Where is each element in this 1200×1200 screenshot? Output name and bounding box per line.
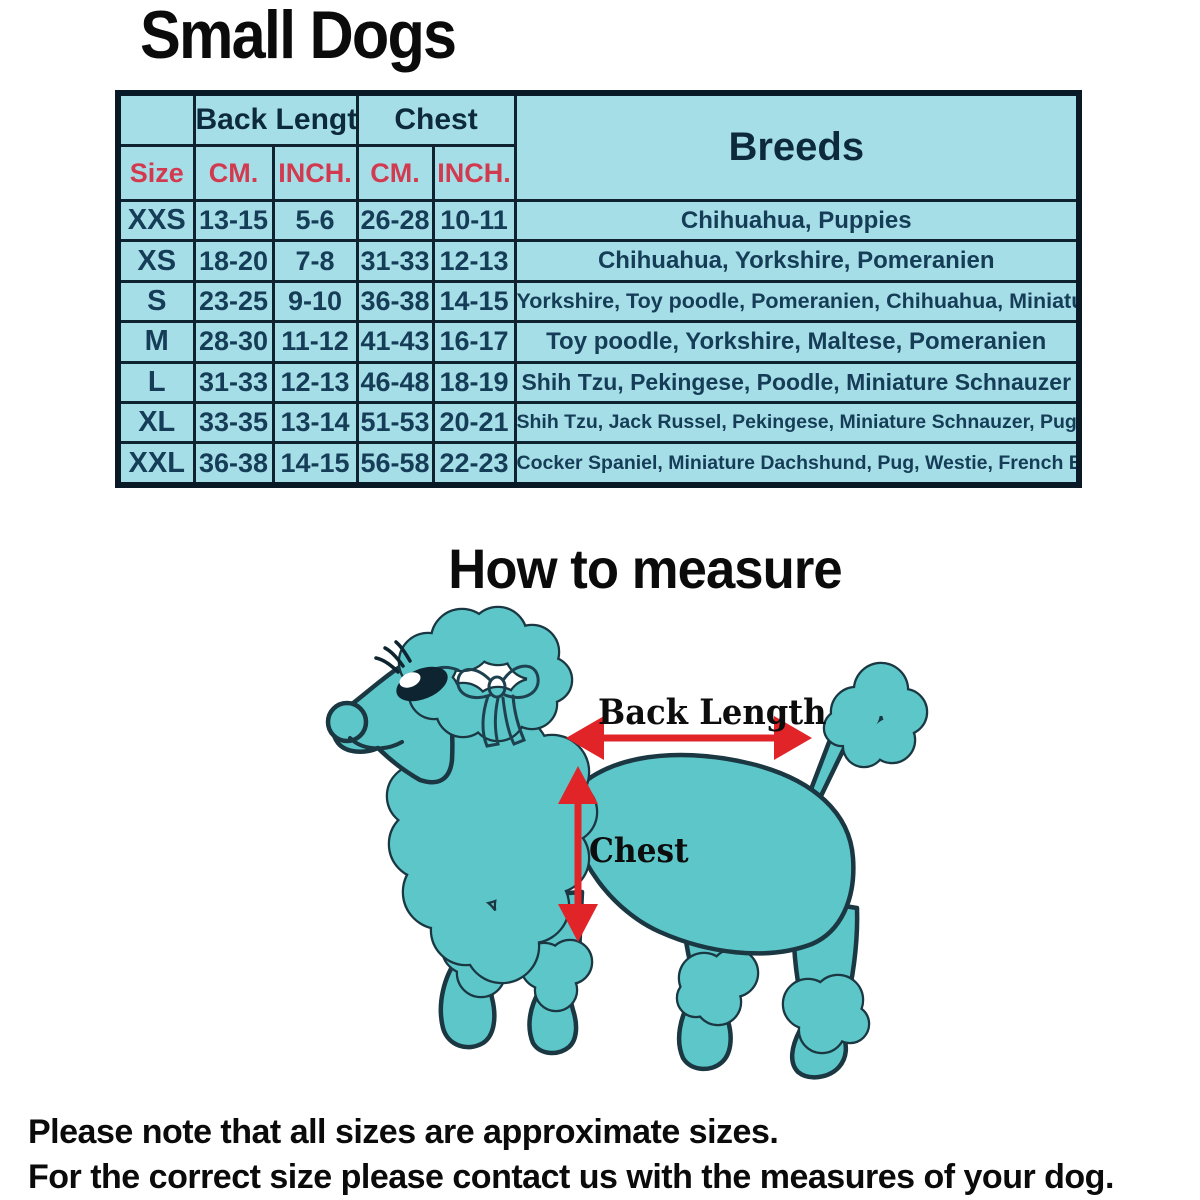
table-row: XXS 13-15 5-6 26-28 10-11 Chihuahua, Puppies	[116, 198, 1081, 243]
measure-cell: 41-43	[355, 320, 435, 364]
back-inch-header: INCH.	[271, 144, 359, 202]
bow-decoration	[456, 664, 540, 748]
size-cell: XXS	[116, 198, 196, 243]
back-cm-header: CM.	[192, 144, 275, 202]
table-row: XL 33-35 13-14 51-53 20-21 Shih Tzu, Jack Rus…	[116, 400, 1081, 445]
measure-cell: 13-15	[192, 198, 275, 243]
measure-cell: 31-33	[192, 360, 275, 404]
breeds-cell: Shih Tzu, Pekingese, Poodle, Miniature S…	[513, 360, 1081, 404]
measure-cell: 10-11	[431, 198, 517, 243]
breeds-cell: Toy poodle, Yorkshire, Maltese, Pomerani…	[513, 320, 1081, 364]
measure-cell: 46-48	[355, 360, 435, 404]
breeds-cell: Shih Tzu, Jack Russel, Pekingese, Miniat…	[513, 400, 1081, 445]
chest-group-header: Chest	[355, 91, 517, 147]
size-cell: XXL	[116, 441, 196, 487]
measure-cell: 26-28	[355, 198, 435, 243]
measure-cell: 56-58	[355, 441, 435, 487]
poodle-eye	[374, 640, 448, 702]
note-line-1: Please note that all sizes are approxima…	[28, 1113, 779, 1151]
measure-cell: 16-17	[431, 320, 517, 364]
measure-cell: 9-10	[271, 279, 359, 324]
measure-cell: 7-8	[271, 239, 359, 283]
measure-cell: 28-30	[192, 320, 275, 364]
measure-cell: 36-38	[192, 441, 275, 487]
table-row: XXL 36-38 14-15 56-58 22-23 Cocker Spaniel, M…	[116, 441, 1081, 487]
back-length-label: Back Length	[598, 692, 827, 733]
measure-cell: 14-15	[271, 441, 359, 487]
measure-cell: 23-25	[192, 279, 275, 324]
table-group-header-row: Back Length Chest Breeds	[116, 91, 1081, 202]
note-line-2: For the correct size please contact us w…	[28, 1158, 1114, 1196]
breeds-cell: Chihuahua, Yorkshire, Pomeranien	[513, 239, 1081, 283]
chest-arrow	[558, 766, 598, 942]
size-header: Size	[116, 144, 196, 202]
table-sub-header-row: Size CM. INCH. CM. INCH.	[116, 144, 1079, 202]
page-title: Small Dogs	[140, 0, 457, 73]
size-cell: XL	[116, 400, 196, 445]
size-cell: L	[116, 360, 196, 404]
chest-cm-header: CM.	[355, 144, 435, 202]
measure-cell: 20-21	[431, 400, 517, 445]
size-cell: XS	[116, 239, 196, 283]
measure-section-title: How to measure	[448, 537, 842, 600]
measure-cell: 12-13	[431, 239, 517, 283]
empty-corner-cell	[116, 91, 196, 147]
size-note: Please note that all sizes are approxima…	[28, 1110, 1198, 1200]
poodle-mouth	[348, 736, 404, 751]
poodle-nose	[325, 700, 369, 744]
measure-cell: 18-20	[192, 239, 275, 283]
back-length-arrow	[566, 716, 812, 760]
chest-inch-header: INCH.	[431, 144, 517, 202]
poodle-body	[325, 608, 926, 1080]
size-cell: M	[116, 320, 196, 364]
breeds-cell: Chihuahua, Puppies	[513, 198, 1081, 243]
size-table: Back Length Chest Breeds Size CM. INCH. …	[115, 90, 1082, 488]
table-row: XS 18-20 7-8 31-33 12-13 Chihuahua, Yorkshire…	[116, 239, 1081, 283]
breeds-header: Breeds	[513, 91, 1081, 202]
breeds-cell: Yorkshire, Toy poodle, Pomeranien, Chihu…	[513, 279, 1081, 324]
measure-cell: 14-15	[431, 279, 517, 324]
measure-cell: 33-35	[192, 400, 275, 445]
back-length-group-header: Back Length	[192, 91, 359, 147]
measure-cell: 31-33	[355, 239, 435, 283]
breeds-cell: Cocker Spaniel, Miniature Dachshund, Pug…	[513, 441, 1081, 487]
table-row: L 31-33 12-13 46-48 18-19 Shih Tzu, Pekingese…	[116, 360, 1081, 404]
size-cell: S	[116, 279, 196, 324]
size-table-body: XXS 13-15 5-6 26-28 10-11 Chihuahua, Puppies X…	[116, 198, 1081, 487]
measure-cell: 11-12	[271, 320, 359, 364]
size-table-wrap: Back Length Chest Breeds Size CM. INCH. …	[115, 90, 1082, 488]
table-row: S 23-25 9-10 36-38 14-15 Yorkshire, Toy poodl…	[116, 279, 1081, 324]
measure-cell: 12-13	[271, 360, 359, 404]
measure-cell: 36-38	[355, 279, 435, 324]
measure-cell: 13-14	[271, 400, 359, 445]
measure-cell: 18-19	[431, 360, 517, 404]
poodle-illustration	[325, 600, 950, 1080]
chest-label: Chest	[589, 831, 689, 871]
table-row: M 28-30 11-12 41-43 16-17 Toy poodle, Yorkshi…	[116, 320, 1081, 364]
measure-cell: 22-23	[431, 441, 517, 487]
measure-cell: 5-6	[271, 198, 359, 243]
measure-cell: 51-53	[355, 400, 435, 445]
